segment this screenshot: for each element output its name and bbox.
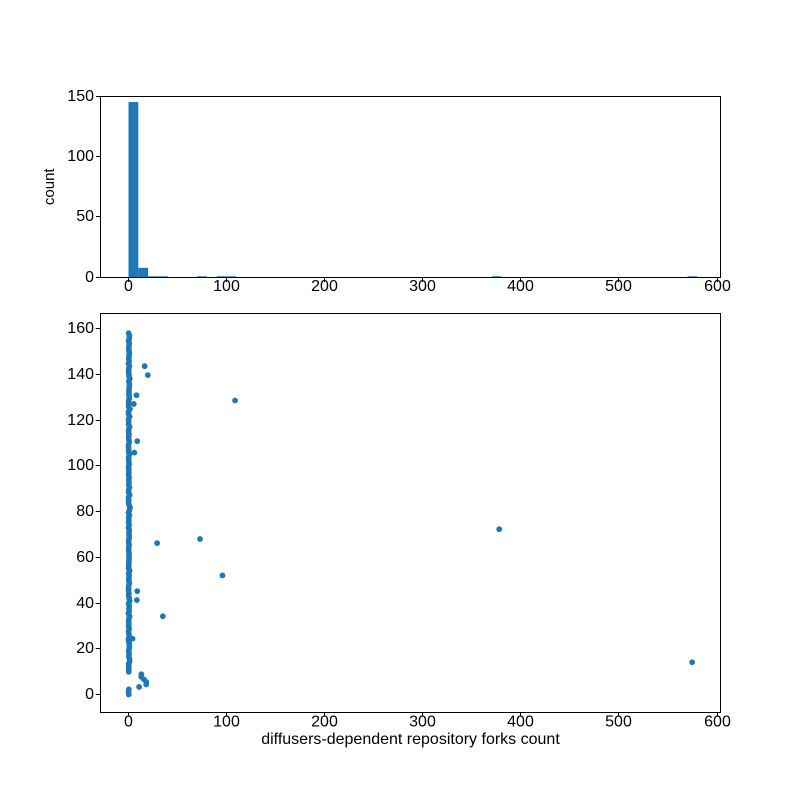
svg-text:140: 140	[67, 366, 94, 383]
svg-text:count: count	[41, 168, 58, 206]
svg-text:400: 400	[507, 278, 534, 295]
svg-text:60: 60	[76, 549, 94, 566]
svg-text:200: 200	[311, 278, 338, 295]
svg-text:600: 600	[704, 714, 731, 731]
svg-text:500: 500	[605, 714, 632, 731]
svg-text:50: 50	[76, 208, 94, 225]
svg-text:100: 100	[67, 148, 94, 165]
svg-text:0: 0	[124, 714, 133, 731]
svg-text:200: 200	[311, 714, 338, 731]
svg-text:500: 500	[605, 278, 632, 295]
svg-text:120: 120	[67, 412, 94, 429]
svg-text:160: 160	[67, 320, 94, 337]
svg-text:80: 80	[76, 503, 94, 520]
svg-text:100: 100	[213, 714, 240, 731]
svg-text:40: 40	[76, 595, 94, 612]
svg-text:100: 100	[213, 278, 240, 295]
svg-text:20: 20	[76, 640, 94, 657]
svg-text:150: 150	[67, 88, 94, 105]
svg-text:100: 100	[67, 457, 94, 474]
svg-text:0: 0	[85, 269, 94, 286]
svg-text:300: 300	[409, 714, 436, 731]
svg-text:0: 0	[85, 686, 94, 703]
svg-text:diffusers-dependent repository: diffusers-dependent repository forks cou…	[261, 731, 560, 748]
svg-text:400: 400	[507, 714, 534, 731]
svg-text:0: 0	[124, 278, 133, 295]
svg-text:600: 600	[704, 278, 731, 295]
svg-text:300: 300	[409, 278, 436, 295]
